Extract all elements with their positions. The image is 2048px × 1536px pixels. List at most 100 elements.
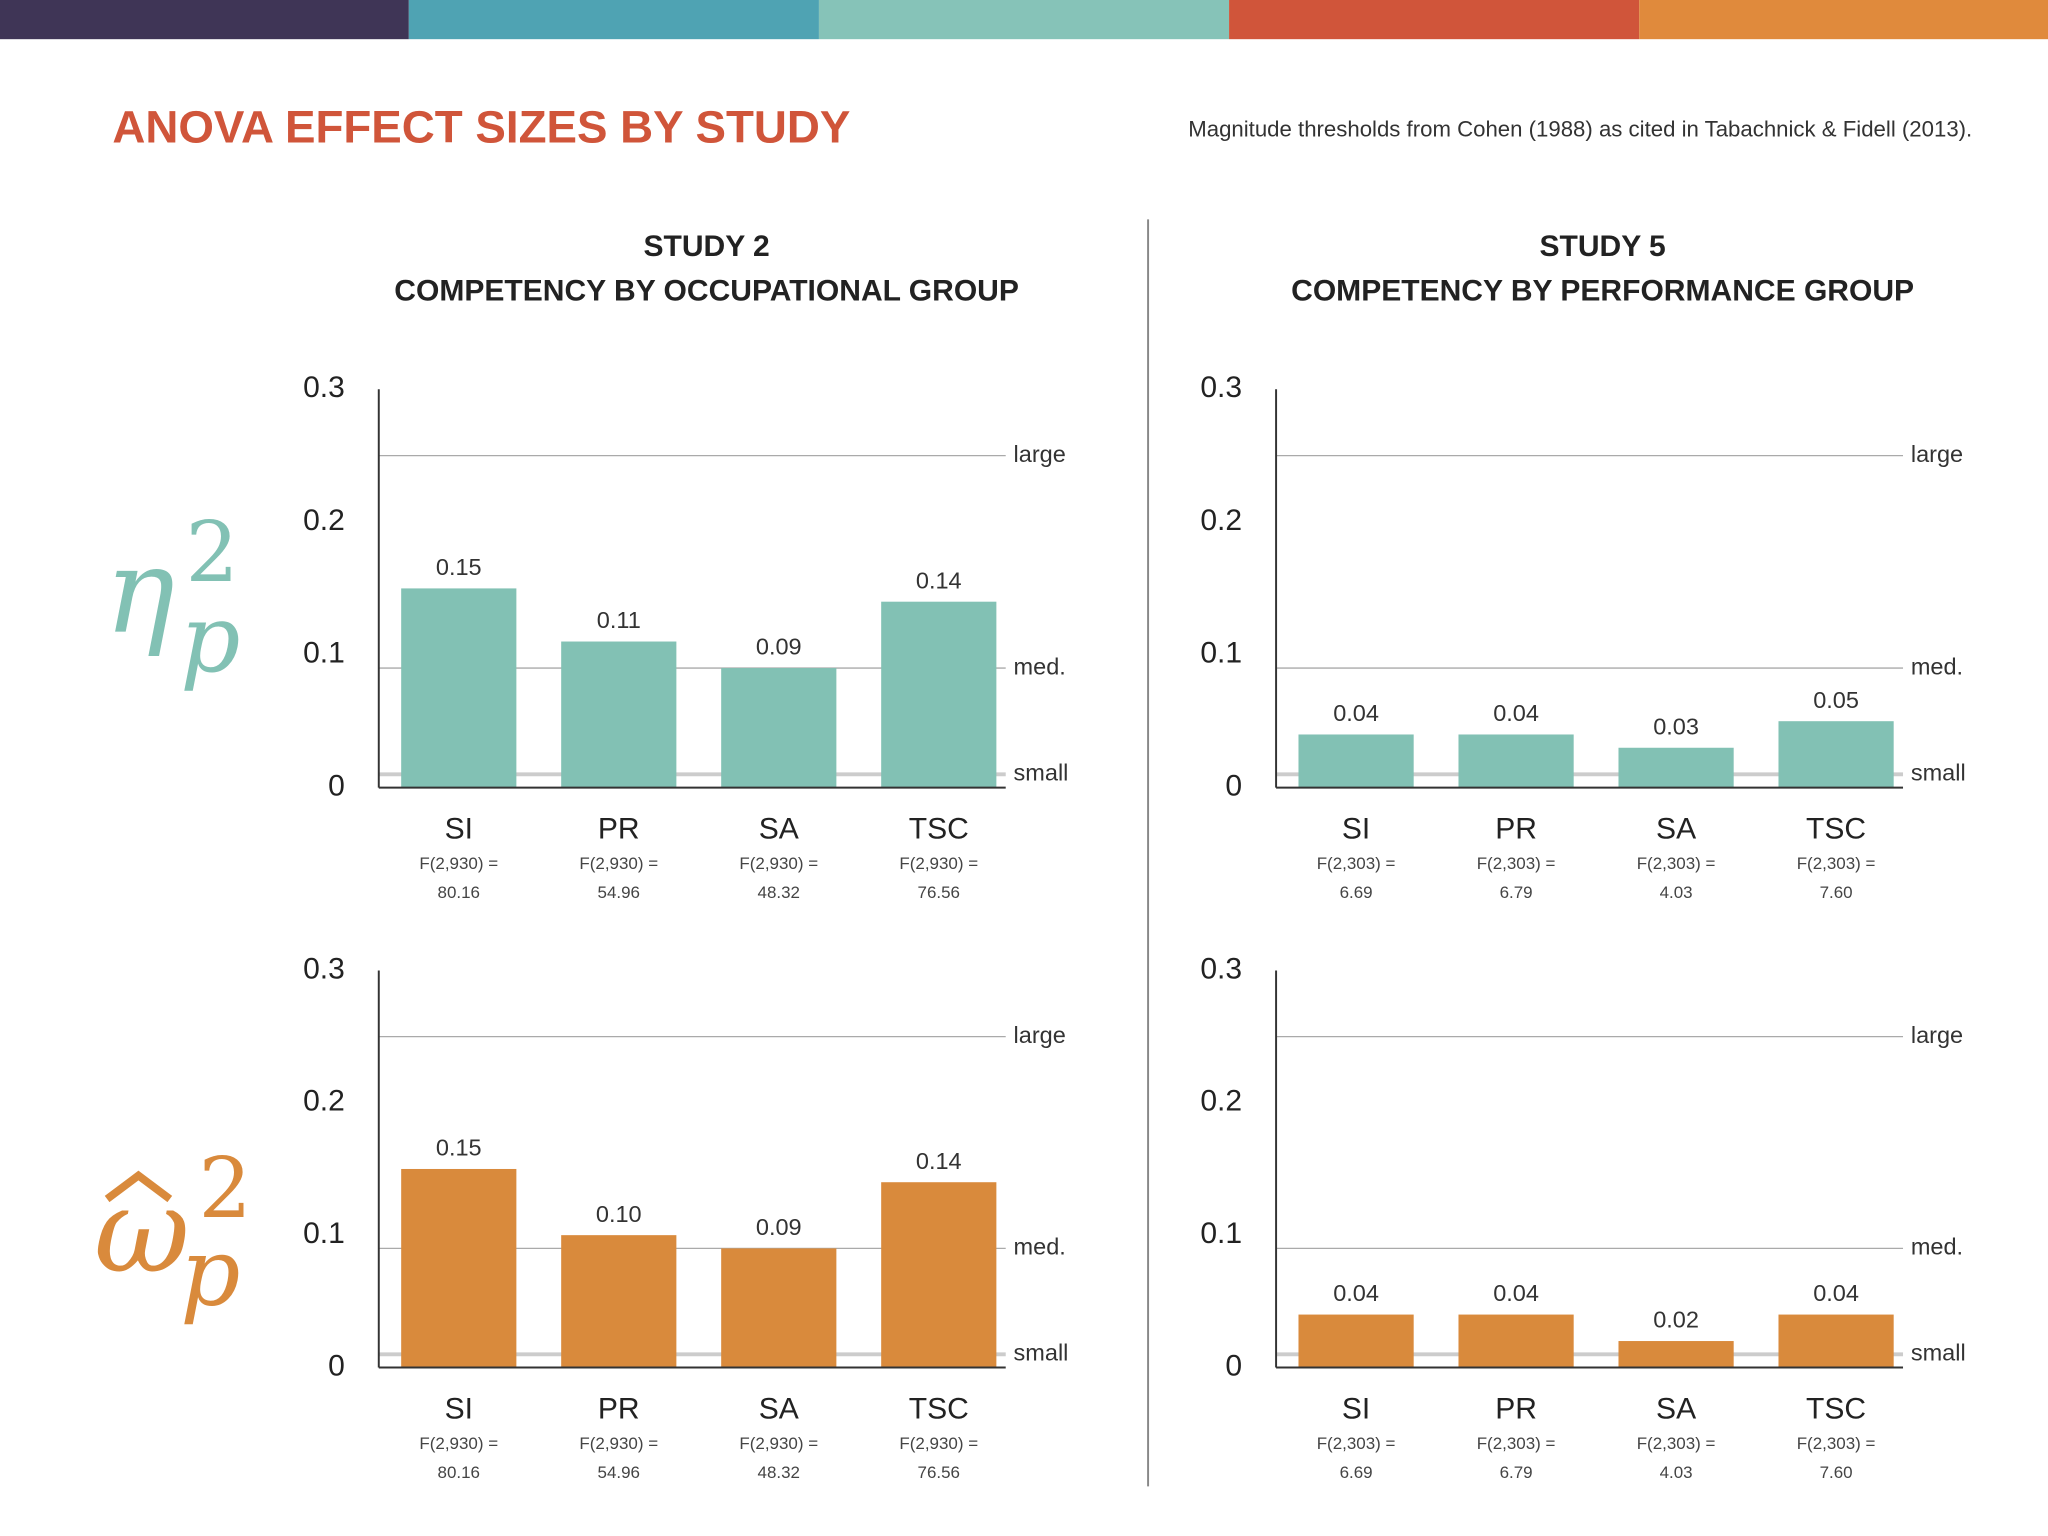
value-label: 0.11 <box>597 607 641 633</box>
category-note: F(2,930) = <box>899 1434 978 1453</box>
x-tick-label: SI <box>1342 1393 1370 1426</box>
y-tick-label: 0.1 <box>1200 637 1242 670</box>
threshold-label: large <box>1014 1022 1066 1048</box>
x-tick-label: TSC <box>909 1393 969 1426</box>
stripe <box>0 0 409 40</box>
column-title: STUDY 2 <box>643 230 769 263</box>
threshold-label: large <box>1014 441 1066 467</box>
row-symbols: η p 2 ω p 2 <box>94 503 252 1327</box>
x-tick-label: PR <box>1495 1393 1537 1426</box>
category-note: 7.60 <box>1820 883 1853 902</box>
y-tick-label: 0.1 <box>1200 1217 1242 1250</box>
category-note: F(2,930) = <box>899 854 978 873</box>
bar <box>721 1248 837 1368</box>
category-note: F(2,303) = <box>1317 854 1396 873</box>
value-label: 0.05 <box>1813 687 1859 713</box>
category-note: F(2,930) = <box>419 1434 498 1453</box>
note: Magnitude thresholds from Cohen (1988) a… <box>1188 116 1972 141</box>
value-label: 0.15 <box>436 554 482 580</box>
column-subtitle: COMPETENCY BY PERFORMANCE GROUP <box>1291 275 1914 308</box>
row-symbol: η <box>104 522 174 659</box>
category-note: 6.69 <box>1340 883 1373 902</box>
y-tick-label: 0.3 <box>303 371 345 404</box>
bar <box>1778 721 1894 788</box>
value-label: 0.04 <box>1493 700 1539 726</box>
category-note: F(2,303) = <box>1477 854 1556 873</box>
x-tick-label: SA <box>1656 813 1696 846</box>
bar <box>1618 1341 1734 1368</box>
category-note: 4.03 <box>1660 883 1693 902</box>
y-tick-label: 0.2 <box>303 504 345 537</box>
bar <box>1458 1314 1574 1368</box>
value-label: 0.04 <box>1493 1280 1539 1306</box>
x-tick-label: TSC <box>1806 1393 1866 1426</box>
threshold-label: med. <box>1911 653 1963 679</box>
category-note: 7.60 <box>1820 1463 1853 1482</box>
category-note: F(2,930) = <box>579 854 658 873</box>
y-tick-label: 0 <box>1225 770 1242 803</box>
bar <box>401 588 517 788</box>
category-note: 48.32 <box>758 1463 800 1482</box>
category-note: 6.69 <box>1340 1463 1373 1482</box>
row-symbol: ω <box>94 1162 190 1299</box>
threshold-label: med. <box>1014 1234 1066 1260</box>
value-label: 0.09 <box>756 634 802 660</box>
bar <box>401 1168 517 1368</box>
x-tick-label: SA <box>759 813 799 846</box>
value-label: 0.02 <box>1653 1307 1699 1333</box>
bar <box>1298 1314 1414 1368</box>
y-tick-label: 0.2 <box>1200 1085 1242 1118</box>
category-note: F(2,303) = <box>1797 854 1876 873</box>
category-note: 80.16 <box>438 1463 480 1482</box>
y-tick-label: 0 <box>328 1349 345 1382</box>
x-tick-label: SA <box>759 1393 799 1426</box>
x-tick-label: SA <box>1656 1393 1696 1426</box>
value-label: 0.14 <box>916 1148 962 1174</box>
y-tick-label: 0.1 <box>303 1217 345 1250</box>
y-tick-label: 0.2 <box>303 1085 345 1118</box>
bar <box>1778 1314 1894 1368</box>
category-note: F(2,930) = <box>419 854 498 873</box>
category-note: 48.32 <box>758 883 800 902</box>
category-note: 54.96 <box>598 883 640 902</box>
row-superscript: 2 <box>199 1139 252 1237</box>
stripe <box>1229 0 1640 40</box>
x-tick-label: PR <box>1495 813 1537 846</box>
category-note: F(2,303) = <box>1637 854 1716 873</box>
x-tick-label: PR <box>598 813 640 846</box>
threshold-label: small <box>1911 1339 1966 1365</box>
y-tick-label: 0.2 <box>1200 504 1242 537</box>
bar <box>881 601 997 788</box>
category-note: 76.56 <box>918 883 960 902</box>
threshold-label: small <box>1911 760 1966 786</box>
threshold-label: large <box>1911 1022 1963 1048</box>
x-tick-label: SI <box>1342 813 1370 846</box>
x-tick-label: TSC <box>909 813 969 846</box>
category-note: 6.79 <box>1500 883 1533 902</box>
threshold-label: large <box>1911 441 1963 467</box>
category-note: 76.56 <box>918 1463 960 1482</box>
category-note: 6.79 <box>1500 1463 1533 1482</box>
stripe <box>1639 0 2048 40</box>
bar <box>1298 734 1414 788</box>
category-note: F(2,303) = <box>1477 1434 1556 1453</box>
bar <box>721 668 837 788</box>
y-tick-label: 0 <box>1225 1349 1242 1382</box>
value-label: 0.04 <box>1813 1280 1859 1306</box>
value-label: 0.10 <box>596 1201 642 1227</box>
y-tick-label: 0.3 <box>1200 371 1242 404</box>
column-subtitle: COMPETENCY BY OCCUPATIONAL GROUP <box>394 275 1019 308</box>
y-tick-label: 0.3 <box>1200 952 1242 985</box>
row-subscript: p <box>180 585 240 694</box>
threshold-label: small <box>1014 760 1069 786</box>
value-label: 0.14 <box>916 567 962 593</box>
category-note: 4.03 <box>1660 1463 1693 1482</box>
row-subscript: p <box>180 1218 240 1327</box>
category-note: F(2,303) = <box>1317 1434 1396 1453</box>
value-label: 0.04 <box>1333 1280 1379 1306</box>
value-label: 0.04 <box>1333 700 1379 726</box>
hat <box>104 1170 173 1203</box>
stripe <box>408 0 819 40</box>
page-title: ANOVA EFFECT SIZES BY STUDY <box>112 102 850 153</box>
